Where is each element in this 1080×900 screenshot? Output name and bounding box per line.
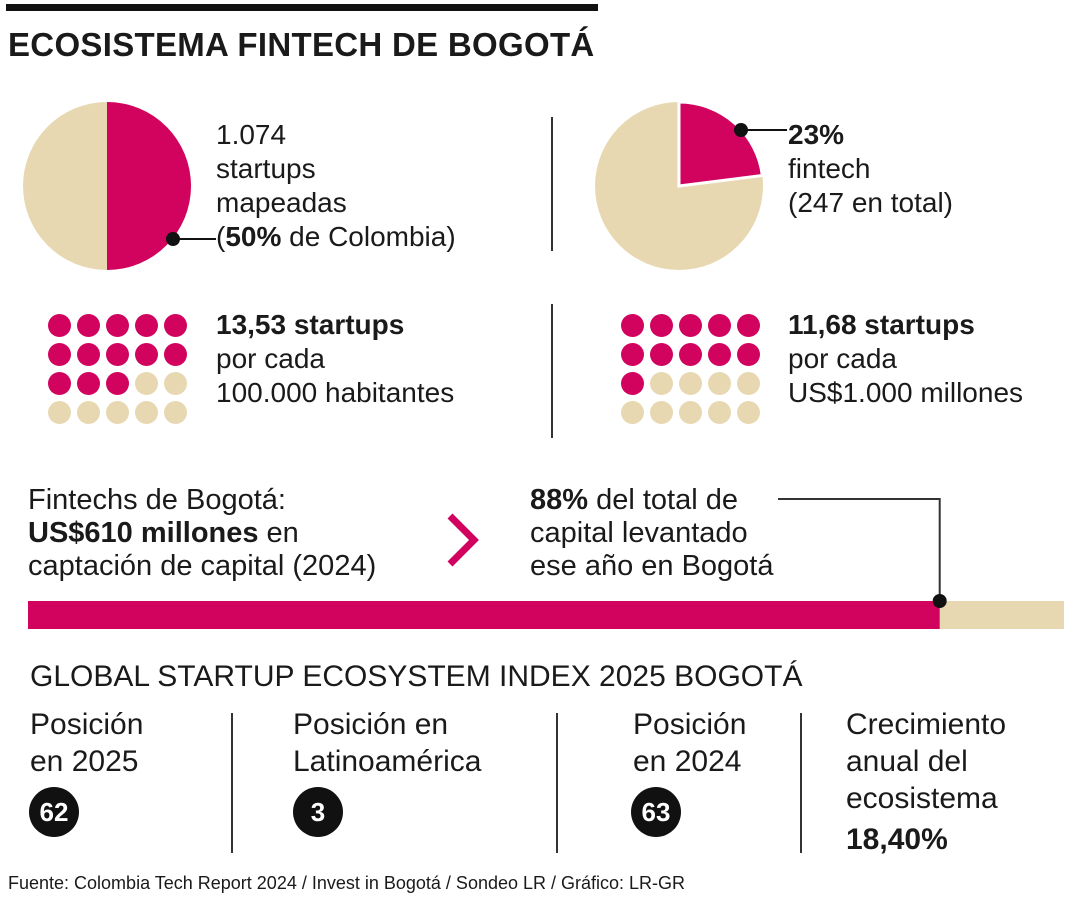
- capital-bar-chart: [28, 498, 1064, 629]
- share-rest: del total de: [588, 484, 738, 516]
- chevron-right-icon: [447, 513, 479, 567]
- waffle-dot-filled: [135, 314, 158, 337]
- index-label-latam: Posición en Latinoamérica: [293, 708, 482, 778]
- waffle-dot-empty: [679, 401, 702, 424]
- stat-open: (: [216, 221, 226, 252]
- stat-fintech: 23% fintech (247 en total): [788, 118, 953, 220]
- waffle-dot-filled: [48, 314, 71, 337]
- waffle-dot-empty: [164, 372, 187, 395]
- waffle-dot-filled: [164, 314, 187, 337]
- waffle-dot-empty: [135, 372, 158, 395]
- waffle-dot-filled: [164, 343, 187, 366]
- stat-line-3: US$1.000 millones: [788, 377, 1024, 408]
- pie-slice-highlight: [677, 100, 765, 188]
- waffle-dot-filled: [621, 314, 644, 337]
- index-value-growth: 18,40%: [846, 823, 948, 856]
- stat-bold: 23%: [788, 119, 845, 150]
- waffle-dot-empty: [135, 401, 158, 424]
- waffle-dot-filled: [48, 343, 71, 366]
- waffle-dot-filled: [106, 314, 129, 337]
- divider-index-1: [231, 713, 233, 853]
- waffle-dot-empty: [737, 372, 760, 395]
- pie-startups: [23, 102, 216, 270]
- leader-dot: [734, 123, 748, 137]
- index-label-2024: Posición en 2024: [633, 708, 747, 778]
- stat-bold: 11,68 startups: [788, 309, 975, 340]
- stat-bold: 13,53 startups: [216, 309, 405, 340]
- index-label-growth: Crecimiento anual del ecosistema: [846, 708, 1007, 815]
- share-line-3: ese año en Bogotá: [530, 550, 774, 582]
- stat-millones: 11,68 startups por cada US$1.000 millone…: [788, 308, 1023, 410]
- waffle-dot-filled: [708, 343, 731, 366]
- index-value-latam: 3: [293, 787, 343, 837]
- bar-share: [28, 601, 940, 629]
- capital-rest: en: [258, 517, 299, 549]
- waffle-habitantes: [48, 314, 187, 424]
- divider-index-2: [556, 713, 558, 853]
- stat-line-2: fintech: [788, 153, 871, 184]
- index-value-2024: 63: [631, 787, 681, 837]
- share-line-2: capital levantado: [530, 517, 748, 549]
- pie-slice-highlight: [107, 102, 191, 270]
- stat-bold: 50%: [225, 221, 282, 252]
- waffle-dot-empty: [48, 401, 71, 424]
- bar-leader-dot: [932, 594, 947, 608]
- index-title: GLOBAL STARTUP ECOSYSTEM INDEX 2025 BOGO…: [30, 660, 803, 693]
- waffle-dot-filled: [106, 372, 129, 395]
- waffle-dot-filled: [737, 314, 760, 337]
- divider-middle: [551, 304, 553, 438]
- bar-leader-line: [778, 498, 941, 601]
- top-rule: [6, 4, 598, 11]
- waffle-dot-filled: [650, 343, 673, 366]
- waffle-dot-filled: [737, 343, 760, 366]
- stat-line-3: (247 en total): [788, 187, 953, 218]
- capital-line-3: captación de capital (2024): [28, 550, 377, 582]
- waffle-dot-empty: [737, 401, 760, 424]
- waffle-dot-empty: [650, 401, 673, 424]
- waffle-dot-filled: [679, 314, 702, 337]
- stat-line-2: startups: [216, 153, 316, 184]
- share-bold: 88%: [530, 484, 589, 516]
- source-note: Fuente: Colombia Tech Report 2024 / Inve…: [8, 873, 686, 893]
- divider-top: [551, 117, 553, 251]
- stat-rest: de Colombia): [281, 221, 456, 252]
- waffle-dot-filled: [621, 343, 644, 366]
- waffle-dot-filled: [621, 372, 644, 395]
- waffle-dot-filled: [650, 314, 673, 337]
- waffle-dot-filled: [48, 372, 71, 395]
- stat-line-2: por cada: [788, 343, 897, 374]
- waffle-dot-filled: [679, 343, 702, 366]
- stat-startups: 1.074 startups mapeadas (50% de Colombia…: [216, 118, 456, 254]
- waffle-dot-empty: [106, 401, 129, 424]
- capital-line-1: Fintechs de Bogotá:: [28, 484, 286, 516]
- stat-habitantes: 13,53 startups por cada 100.000 habitant…: [216, 308, 454, 410]
- divider-index-3: [800, 713, 802, 853]
- waffle-dot-empty: [650, 372, 673, 395]
- waffle-dot-empty: [164, 401, 187, 424]
- waffle-dot-filled: [77, 372, 100, 395]
- waffle-dot-empty: [77, 401, 100, 424]
- waffle-dot-empty: [708, 401, 731, 424]
- capital-bold: US$610 millones: [28, 517, 259, 549]
- waffle-dot-empty: [679, 372, 702, 395]
- stat-line-1: 1.074: [216, 119, 287, 150]
- pie-fintech: [595, 100, 787, 270]
- waffle-dot-filled: [135, 343, 158, 366]
- index-value-2025: 62: [29, 787, 79, 837]
- leader-dot: [166, 232, 180, 246]
- waffle-millones: [621, 314, 760, 424]
- waffle-dot-filled: [77, 314, 100, 337]
- stat-line-3: mapeadas: [216, 187, 347, 218]
- waffle-dot-empty: [708, 372, 731, 395]
- stat-line-2: por cada: [216, 343, 325, 374]
- stat-line-3: 100.000 habitantes: [216, 377, 455, 408]
- waffle-dot-filled: [708, 314, 731, 337]
- share-text: 88% del total de capital levantado ese a…: [530, 484, 773, 583]
- index-label-2025: Posición en 2025: [30, 708, 144, 778]
- waffle-dot-filled: [106, 343, 129, 366]
- waffle-dot-filled: [77, 343, 100, 366]
- waffle-dot-empty: [621, 401, 644, 424]
- capital-text: Fintechs de Bogotá: US$610 millones en c…: [28, 484, 376, 583]
- page-title: ECOSISTEMA FINTECH DE BOGOTÁ: [8, 26, 595, 63]
